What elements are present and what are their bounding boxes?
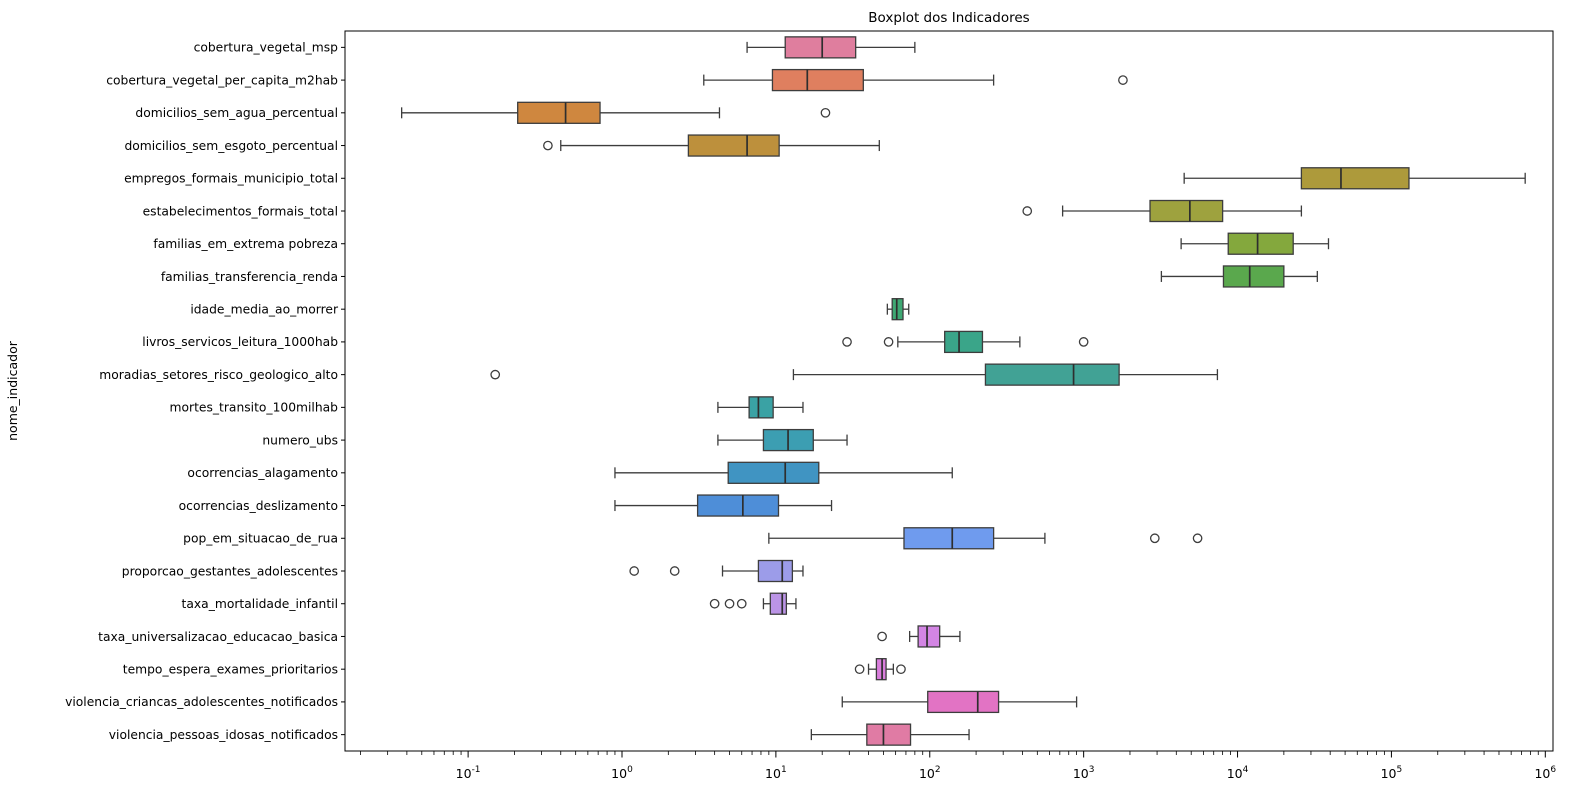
box (1222, 265, 1285, 288)
y-axis-label: nome_indicador (5, 340, 20, 441)
x-tick-label: 104 (1227, 765, 1249, 781)
box (944, 330, 984, 354)
box (891, 298, 904, 321)
outlier-point (669, 566, 680, 576)
x-tick-label: 106 (1534, 765, 1556, 781)
box (771, 68, 864, 92)
category-label: proporcao_gestantes_adolescentes (122, 564, 338, 578)
outlier-point (1118, 75, 1128, 85)
outlier-point (854, 664, 865, 675)
category-label: taxa_universalizacao_educacao_basica (98, 630, 338, 644)
category-label: mortes_transito_100milhab (170, 401, 339, 415)
chart-title: Boxplot dos Indicadores (868, 10, 1029, 26)
outlier-point (736, 598, 747, 609)
category-label: taxa_mortalidade_infantil (182, 597, 338, 611)
box (757, 559, 794, 583)
category-label: livros_servicos_leitura_1000hab (142, 335, 338, 349)
outlier-point (490, 369, 501, 380)
category-label: domicilios_sem_esgoto_percentual (124, 139, 338, 153)
category-label: moradias_setores_risco_geologico_alto (99, 368, 338, 382)
category-label: violencia_pessoas_idosas_notificados (109, 728, 338, 742)
box (903, 527, 995, 550)
outlier-point (1022, 206, 1033, 216)
box (696, 494, 780, 517)
category-label: estabelecimentos_formais_total (143, 204, 338, 218)
box (1149, 199, 1224, 223)
box (1300, 167, 1410, 190)
x-tick-label: 101 (765, 765, 787, 781)
x-tick-label: 102 (919, 765, 941, 781)
box (875, 658, 887, 681)
outlier-point (724, 598, 735, 609)
box (866, 723, 912, 746)
outlier-point (1192, 533, 1203, 544)
box (687, 134, 780, 157)
x-tick-label: 10-1 (456, 765, 481, 781)
outlier-point (896, 664, 906, 675)
category-label: cobertura_vegetal_msp (194, 41, 339, 55)
outlier-point (1078, 337, 1089, 347)
category-label: familias_em_extrema pobreza (153, 237, 338, 251)
category-label: domicilios_sem_agua_percentual (135, 106, 338, 120)
category-label: empregos_formais_municipio_total (124, 172, 338, 186)
plot-area: 10-1 100 101 102 103 104 105 106 cobertura_veget… (65, 30, 1556, 781)
category-label: violencia_criancas_adolescentes_notifica… (65, 695, 338, 709)
outlier-point (629, 566, 640, 576)
category-label: familias_transferencia_renda (161, 270, 338, 284)
box (784, 36, 857, 59)
category-label: idade_media_ao_morrer (190, 302, 339, 316)
category-label: numero_ubs (262, 433, 338, 447)
category-label: pop_em_situacao_de_rua (183, 532, 338, 546)
outlier-point (543, 140, 553, 151)
outlier-point (1149, 533, 1160, 544)
box (1227, 232, 1294, 255)
box (727, 461, 820, 484)
x-tick-label: 100 (611, 765, 633, 781)
box (748, 396, 774, 419)
outlier-point (709, 598, 720, 609)
outlier-point (842, 337, 852, 347)
outlier-point (883, 337, 894, 347)
category-label: ocorrencias_deslizamento (179, 499, 338, 513)
box (917, 625, 941, 648)
box (984, 363, 1120, 386)
plot-frame (344, 30, 1554, 752)
outlier-point (820, 107, 831, 118)
box (769, 592, 788, 615)
category-label: cobertura_vegetal_per_capita_m2hab (106, 73, 338, 87)
outlier-point (877, 631, 887, 642)
category-label: ocorrencias_alagamento (187, 466, 338, 480)
x-tick-label: 103 (1073, 765, 1095, 781)
category-label: tempo_espera_exames_prioritarios (123, 662, 338, 676)
x-tick-label: 105 (1381, 765, 1403, 781)
box (517, 101, 601, 124)
box (927, 690, 1000, 714)
